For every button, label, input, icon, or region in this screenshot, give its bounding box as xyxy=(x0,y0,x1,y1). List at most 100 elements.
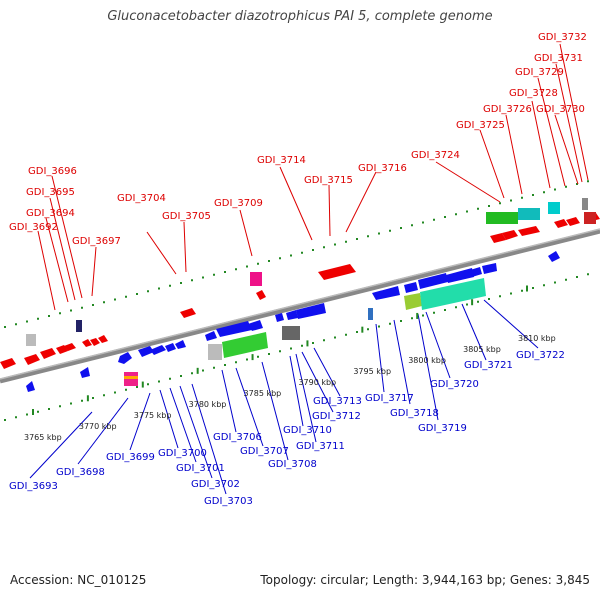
ruler-dot xyxy=(587,180,589,183)
ruler-dot xyxy=(257,262,259,265)
ruler-dot xyxy=(37,317,39,320)
ruler-dot xyxy=(235,361,237,364)
gene-label[interactable]: GDI_3707 xyxy=(240,446,289,457)
gene-label[interactable]: GDI_3716 xyxy=(358,163,407,174)
gene-label[interactable]: GDI_3694 xyxy=(26,208,75,219)
ruler-dot xyxy=(400,320,402,322)
ruler-dot xyxy=(433,218,435,221)
gene-label[interactable]: GDI_3714 xyxy=(257,155,306,166)
gene-label[interactable]: GDI_3710 xyxy=(283,425,332,436)
ruler-dot xyxy=(92,304,94,306)
ruler-dot xyxy=(4,419,6,421)
ruler-dot xyxy=(268,353,270,355)
gene-label[interactable]: GDI_3713 xyxy=(313,396,362,407)
gene-label[interactable]: GDI_3712 xyxy=(312,411,361,422)
ruler-dot xyxy=(422,221,424,224)
ruler-dot xyxy=(576,183,578,185)
ruler-dot xyxy=(312,342,314,344)
ruler-label: 3805 kbp xyxy=(463,345,501,354)
gene-label[interactable]: GDI_3721 xyxy=(464,360,513,371)
ruler-dot xyxy=(235,268,237,271)
gene-label[interactable]: GDI_3696 xyxy=(28,166,77,177)
gene-label[interactable]: GDI_3719 xyxy=(418,423,467,434)
ruler-dot xyxy=(466,210,468,213)
gene-label[interactable]: GDI_3698 xyxy=(56,467,105,478)
ruler-dot xyxy=(279,257,281,260)
gene-label[interactable]: GDI_3711 xyxy=(296,441,345,452)
gene-label[interactable]: GDI_3702 xyxy=(191,479,240,490)
ruler-dot xyxy=(70,309,72,312)
gene-label[interactable]: GDI_3715 xyxy=(304,175,353,186)
gene-label[interactable]: GDI_3709 xyxy=(214,198,263,209)
ruler-dot xyxy=(455,213,457,216)
ruler-dot xyxy=(411,317,413,320)
gene-label[interactable]: GDI_3703 xyxy=(204,496,253,507)
gene-label[interactable]: GDI_3693 xyxy=(9,481,58,492)
top-gene-labels: GDI_3692 GDI_3694 GDI_3695 GDI_3696 GDI_… xyxy=(9,32,587,247)
ruler-dot xyxy=(59,405,61,408)
ruler-dot xyxy=(334,336,336,339)
gene-label[interactable]: GDI_3718 xyxy=(390,408,439,419)
ruler-tick xyxy=(361,326,364,333)
ruler-dot xyxy=(345,333,347,336)
ruler-dot xyxy=(202,276,204,279)
gene-label[interactable]: GDI_3705 xyxy=(162,211,211,222)
gene-label[interactable]: GDI_3724 xyxy=(411,150,460,161)
ruler-dot xyxy=(59,312,61,315)
ruler-dot xyxy=(587,273,589,276)
ruler-dot xyxy=(246,358,248,361)
ruler-dot xyxy=(543,191,545,194)
ruler-label: 3795 kbp xyxy=(353,367,391,376)
gene-label[interactable]: GDI_3717 xyxy=(365,393,414,404)
gene-label[interactable]: GDI_3708 xyxy=(268,459,317,470)
gene-label[interactable]: GDI_3728 xyxy=(509,88,558,99)
ruler-dot xyxy=(356,238,358,240)
gene-label[interactable]: GDI_3701 xyxy=(176,463,225,474)
gene-label[interactable]: GDI_3692 xyxy=(9,222,58,233)
ruler-tick xyxy=(32,409,34,415)
gene-label[interactable]: GDI_3704 xyxy=(117,193,166,204)
ruler-dot xyxy=(565,185,567,188)
ruler-dot xyxy=(466,303,468,306)
ruler-dot xyxy=(290,347,292,350)
ruler-label: 3770 kbp xyxy=(79,422,117,431)
ruler-dot xyxy=(367,235,369,238)
ruler-dot xyxy=(367,328,369,331)
ruler-tick xyxy=(86,395,89,402)
ruler-dot xyxy=(389,229,391,232)
ruler-dot xyxy=(499,202,501,205)
ruler-dot xyxy=(191,279,193,282)
ruler-tick xyxy=(306,340,309,347)
gene-label[interactable]: GDI_3720 xyxy=(430,379,479,390)
ruler-dot xyxy=(400,227,402,229)
ruler-dot xyxy=(268,260,270,262)
gene-label[interactable]: GDI_3697 xyxy=(72,236,121,247)
ruler-dot xyxy=(488,298,490,300)
ruler-dot xyxy=(444,309,446,311)
gene-label[interactable]: GDI_3725 xyxy=(456,120,505,131)
gene-label[interactable]: GDI_3729 xyxy=(515,67,564,78)
gene-label[interactable]: GDI_3731 xyxy=(534,53,583,64)
ruler-dot xyxy=(521,289,523,292)
ruler-tick xyxy=(196,367,199,374)
ruler-dot xyxy=(103,301,105,304)
ruler-dot xyxy=(15,323,17,326)
gene-label[interactable]: GDI_3726 xyxy=(483,104,532,115)
gene-label[interactable]: GDI_3730 xyxy=(536,104,585,115)
gene-label[interactable]: GDI_3700 xyxy=(158,448,207,459)
ruler-dot xyxy=(323,246,325,249)
gene-label[interactable]: GDI_3695 xyxy=(26,187,75,198)
ruler-dot xyxy=(301,344,303,347)
map-title: Gluconacetobacter diazotrophicus PAI 5, … xyxy=(107,9,493,24)
ruler-label: 3800 kbp xyxy=(408,356,446,365)
gene-label[interactable]: GDI_3706 xyxy=(213,432,262,443)
accession-text: Accession: NC_010125 xyxy=(10,573,147,587)
ruler-dot xyxy=(180,282,182,284)
ruler-dot xyxy=(169,377,171,380)
gene-label[interactable]: GDI_3722 xyxy=(516,350,565,361)
gene-label[interactable]: GDI_3732 xyxy=(538,32,587,43)
ruler-label: 3765 kbp xyxy=(24,433,62,442)
gene-label[interactable]: GDI_3699 xyxy=(106,452,155,463)
bottom-gene-labels: GDI_3693 GDI_3698 GDI_3699 GDI_3700 GDI_… xyxy=(9,350,565,507)
